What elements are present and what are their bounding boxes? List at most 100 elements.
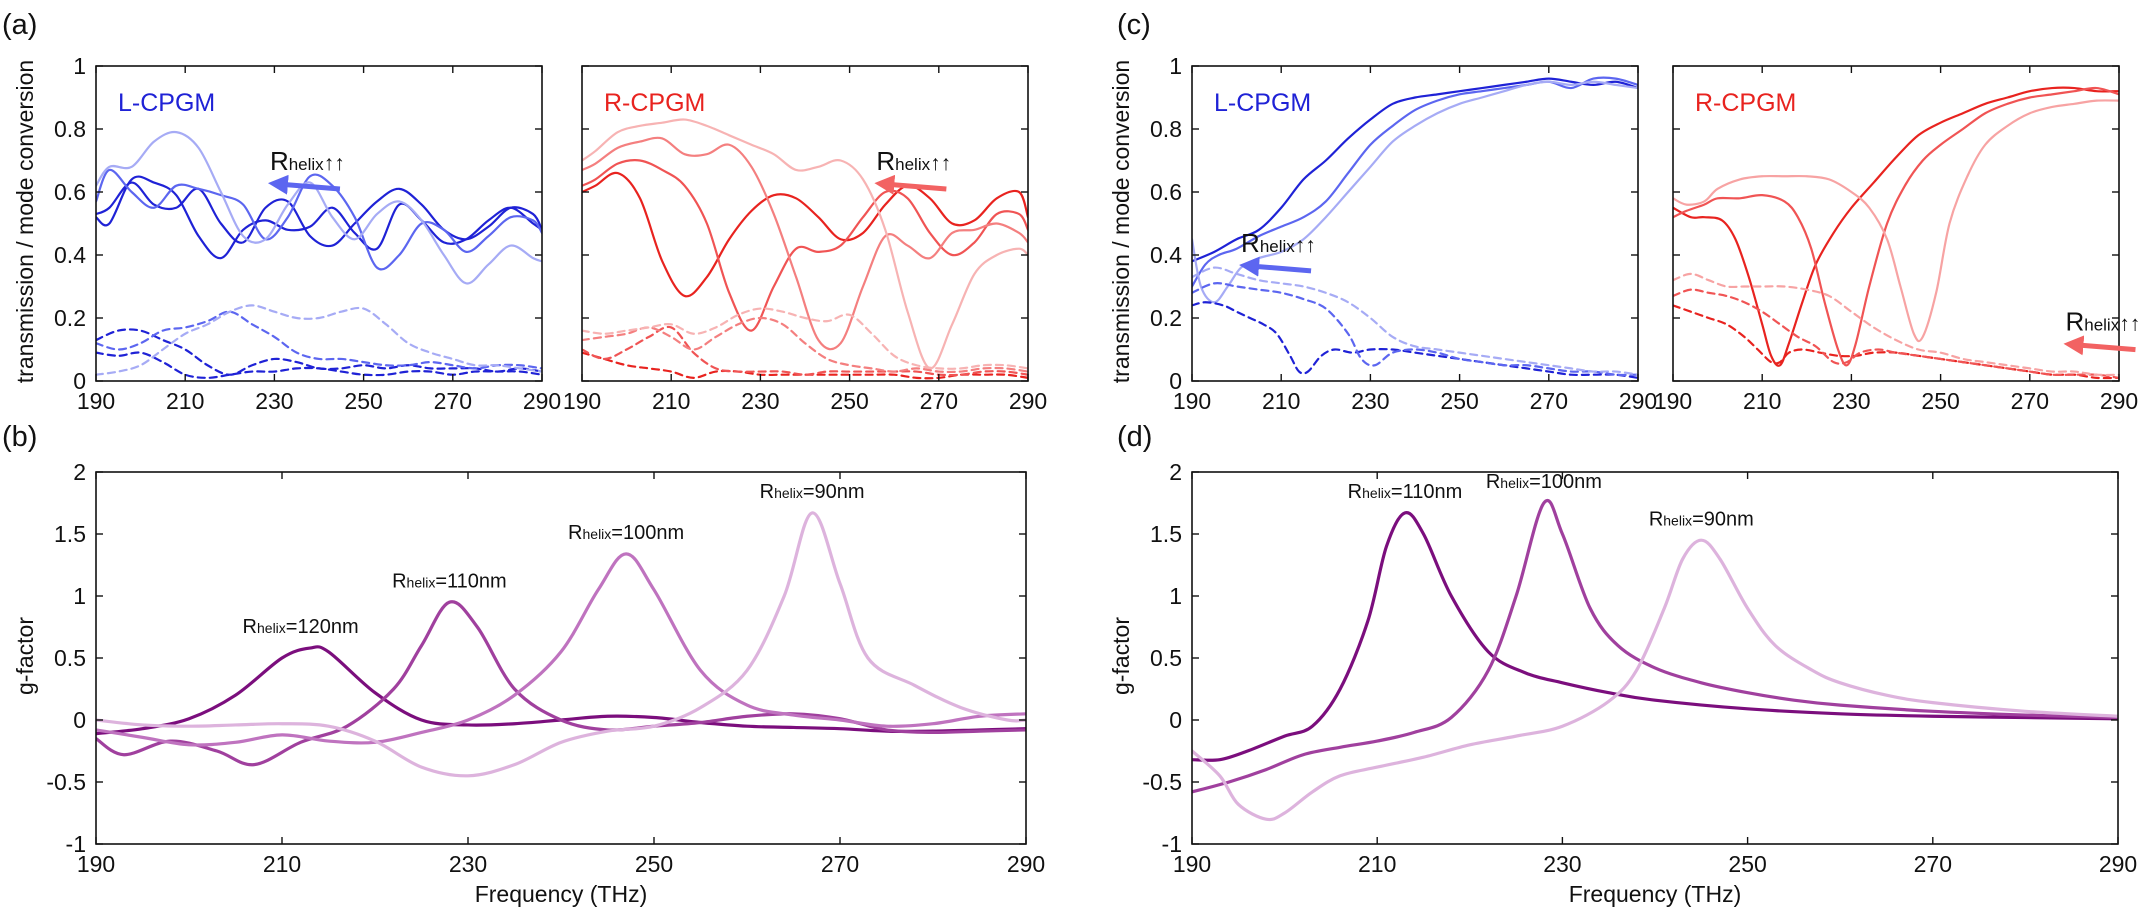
- series-line-solid-1: [1673, 86, 2119, 367]
- x-tick-label: 290: [1007, 851, 1045, 877]
- x-tick-label: 250: [1921, 388, 1959, 414]
- series-line-dashed-7: [96, 304, 542, 376]
- annotation-arrow: [874, 174, 947, 195]
- peak-annotation-value: =90nm: [803, 481, 865, 503]
- y-tick-label: 0.8: [1150, 116, 1182, 142]
- series-line-solid-0: [1192, 511, 2118, 762]
- panel-label-d: (d): [1117, 421, 1152, 453]
- y-tick-label: -1: [66, 831, 86, 857]
- x-tick-label: 230: [255, 388, 293, 414]
- y-tick-label: 0.5: [1150, 645, 1182, 671]
- y-tick-label: 1.5: [1150, 521, 1182, 547]
- series-line-solid-3: [96, 511, 1026, 778]
- subplot-title: R-CPGM: [604, 89, 705, 117]
- y-tick-label: 1: [1169, 53, 1182, 79]
- x-tick-label: 250: [344, 388, 382, 414]
- series-line-solid-0: [96, 645, 1026, 736]
- series-line-solid-1: [96, 600, 1026, 767]
- y-axis-label: transmission / mode conversion: [12, 60, 38, 383]
- annotation-label: Rhelix↑↑: [270, 146, 345, 176]
- annotation-main-text: R: [2065, 307, 2084, 337]
- x-tick-label: 190: [1654, 388, 1692, 414]
- x-tick-label: 290: [523, 388, 561, 414]
- peak-annotation-main: R: [243, 616, 257, 638]
- series-line-dashed-3: [1673, 304, 2119, 380]
- y-tick-label: 1: [1169, 583, 1182, 609]
- series-line-solid-2: [1192, 538, 2118, 822]
- x-tick-label: 250: [1728, 851, 1766, 877]
- plot-a-left: 190 210 230 250 270 290 0 0.2 0.4 0.6 0.8 1 L-CPGM tr…: [12, 53, 561, 414]
- x-tick-label: 290: [1009, 388, 1047, 414]
- series-line-solid-3: [582, 118, 1028, 370]
- plot-area: 190 210 230 250 270 29000.20.40.60.81L-CPGMtr…: [12, 53, 2140, 907]
- plot-c-left: 190 210 230 250 270 290 0 0.2 0.4 0.6 0.8 1 L-CPGM tr…: [1108, 53, 1657, 414]
- peak-annotation-value: =110nm: [435, 570, 506, 592]
- plot-frame: [95, 65, 543, 382]
- x-tick-label: 190: [77, 851, 115, 877]
- peak-annotation-value: =100nm: [1529, 471, 1602, 493]
- series-line-solid-1: [582, 159, 1028, 332]
- x-tick-label: 250: [635, 851, 673, 877]
- series-line-solid-0: [1673, 86, 2119, 367]
- x-tick-label: 290: [2100, 388, 2138, 414]
- x-tick-label: 250: [1440, 388, 1478, 414]
- y-axis-label: transmission / mode conversion: [1108, 60, 1134, 383]
- series-group: [582, 118, 1028, 380]
- y-tick-label: 0.6: [54, 179, 86, 205]
- series-line-solid-3: [96, 130, 542, 285]
- panel-label-c: (c): [1117, 9, 1151, 41]
- peak-annotation-subscript: helix: [774, 485, 803, 501]
- x-tick-label: 210: [166, 388, 204, 414]
- x-tick-label: 270: [1530, 388, 1568, 414]
- x-tick-label: 210: [263, 851, 301, 877]
- y-tick-label: 0.4: [54, 242, 86, 268]
- x-tick-label: 230: [741, 388, 779, 414]
- panel-label-b: (b): [2, 421, 37, 453]
- peak-annotation-main: R: [392, 570, 406, 592]
- plot-c-right: 190 210 230 250 270 290 R-CPGM Rhelix↑↑: [1654, 65, 2140, 414]
- series-group: [1192, 76, 1638, 379]
- series-line-dashed-4: [1192, 282, 1638, 377]
- y-tick-label: 1: [73, 583, 86, 609]
- y-tick-label: 1.5: [54, 521, 86, 547]
- x-tick-label: 190: [1173, 388, 1211, 414]
- peak-annotation: Rhelix=120nm: [243, 616, 359, 638]
- series-line-dashed-6: [96, 310, 542, 370]
- peak-annotation-subscript: helix: [1663, 512, 1692, 528]
- x-tick-label: 230: [1832, 388, 1870, 414]
- plot-frame: [1191, 65, 1639, 382]
- x-axis-label: Frequency (THz): [475, 881, 648, 907]
- annotation-main-text: R: [270, 146, 289, 176]
- y-tick-label: 2: [1169, 459, 1182, 485]
- peak-annotation-subscript: helix: [1500, 475, 1529, 491]
- plot-b: 190 210 230 250 270 290 -1 -0.5 0 0.5 1 1.5 2 Frequen…: [12, 459, 1045, 907]
- series-line-solid-0: [96, 181, 542, 248]
- y-tick-label: 0: [73, 368, 86, 394]
- y-tick-label: 0.6: [1150, 179, 1182, 205]
- peak-annotation-value: =110nm: [1391, 481, 1462, 503]
- annotation-arrows: ↑↑: [2119, 313, 2140, 336]
- y-axis-label: g-factor: [1108, 617, 1134, 695]
- x-tick-label: 230: [1543, 851, 1581, 877]
- annotation-label: Rhelix↑↑: [2065, 307, 2140, 337]
- y-tick-label: 0: [73, 707, 86, 733]
- peak-annotation: Rhelix=110nm: [392, 570, 507, 592]
- x-tick-label: 190: [1173, 851, 1211, 877]
- annotation-label: Rhelix↑↑: [1241, 228, 1316, 258]
- series-line-solid-2: [96, 552, 1026, 747]
- y-tick-label: -0.5: [46, 769, 86, 795]
- series-line-dashed-7: [582, 307, 1028, 370]
- y-tick-label: 0.4: [1150, 242, 1182, 268]
- y-tick-label: 0.2: [54, 305, 86, 331]
- plot-frame: [581, 65, 1029, 382]
- series-line-dashed-5: [582, 325, 1028, 377]
- peak-annotation-main: R: [1348, 481, 1362, 503]
- annotation-arrow: [1239, 256, 1312, 277]
- x-tick-label: 210: [1262, 388, 1300, 414]
- peak-annotation: Rhelix=90nm: [1649, 508, 1754, 530]
- series-line-solid-1: [1192, 499, 2118, 794]
- peak-annotation: Rhelix=100nm: [568, 522, 684, 544]
- series-group: [1192, 499, 2118, 822]
- plot-a-right: 190 210 230 250 270 290 R-CPGM Rhelix↑↑: [563, 65, 1047, 414]
